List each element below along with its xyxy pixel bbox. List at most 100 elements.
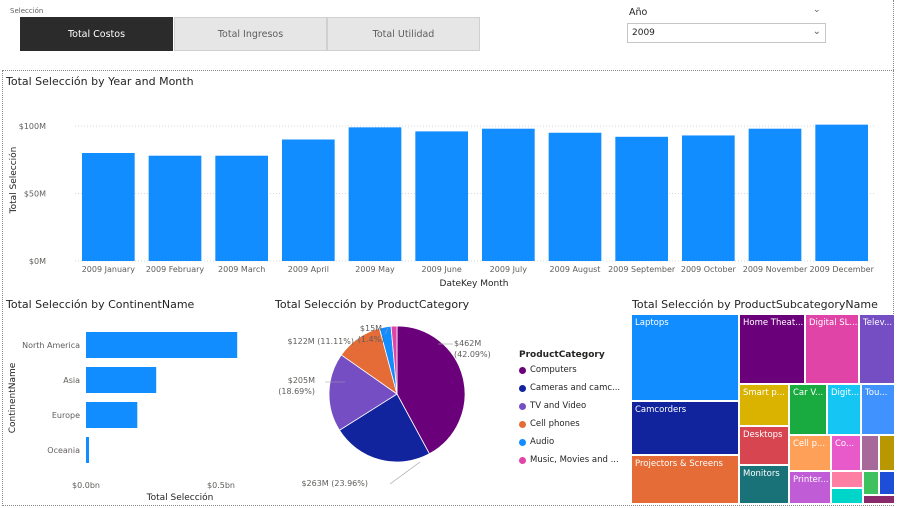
treemap-cell-label: Telev...	[863, 318, 893, 328]
treemap-cell-label: Cell p...	[793, 439, 826, 449]
monthly-bar[interactable]	[282, 139, 335, 262]
monthly-bar[interactable]	[348, 127, 402, 261]
monthly-y-tick: $0M	[29, 257, 46, 266]
monthly-x-tick: 2009 June	[422, 265, 462, 274]
legend-dot-icon	[519, 456, 526, 464]
treemap-cell[interactable]: Cell p...	[789, 435, 831, 471]
legend-item[interactable]: TV and Video	[519, 401, 586, 411]
monthly-x-tick: 2009 May	[355, 265, 395, 274]
pie-label-value: $15M	[360, 324, 382, 333]
pie-leader-line	[389, 461, 421, 485]
pie-slice[interactable]	[338, 393, 430, 463]
monthly-x-tick: 2009 February	[146, 265, 205, 274]
slicer-button-total-ingresos[interactable]: Total Ingresos	[174, 17, 327, 51]
slicer-button-total-costos[interactable]: Total Costos	[20, 17, 173, 51]
treemap-cell[interactable]	[831, 471, 863, 488]
legend-item[interactable]: Audio	[519, 437, 554, 447]
pie-label-value: $122M (11.11%)	[287, 337, 354, 346]
treemap-cell[interactable]: Printer...	[789, 471, 831, 504]
continent-bar[interactable]	[86, 367, 157, 393]
pie-slice[interactable]	[390, 325, 398, 395]
monthly-bar[interactable]	[82, 153, 135, 261]
treemap-cell[interactable]: Digit...	[827, 384, 861, 435]
treemap-cell[interactable]	[879, 435, 895, 471]
continent-bar[interactable]	[86, 437, 89, 463]
continent-y-axis-title: ContinentName	[8, 362, 18, 433]
continent-y-tick: North America	[22, 341, 80, 350]
frame-border-bottom	[2, 505, 894, 506]
treemap-cell-label: Co...	[835, 439, 855, 449]
pie-slice[interactable]	[396, 325, 466, 455]
continent-bar-chart: North America Asia Europe Oceania $0.0bn $0.5…	[8, 332, 238, 503]
continent-bar[interactable]	[86, 402, 138, 428]
treemap-cell-label: Projectors & Screens	[635, 459, 723, 469]
treemap-cell[interactable]: Monitors	[739, 465, 789, 504]
treemap-cell[interactable]	[879, 471, 895, 495]
treemap-cell[interactable]: Home Theat...	[739, 314, 805, 384]
treemap-cell-label: Laptops	[635, 318, 669, 328]
legend-dot-icon	[519, 402, 526, 410]
monthly-bar[interactable]	[415, 131, 468, 261]
treemap-cell[interactable]: Laptops	[631, 314, 739, 401]
continent-chart-title: Total Selección by ContinentName	[6, 298, 195, 311]
legend-dot-icon	[519, 384, 526, 392]
subcategory-treemap: Laptops Camcorders Projectors & Screens Hom…	[631, 314, 895, 504]
subcategory-chart-title: Total Selección by ProductSubcategoryNam…	[632, 298, 878, 311]
treemap-cell[interactable]: Desktops	[739, 426, 789, 465]
monthly-x-tick: 2009 December	[809, 265, 874, 274]
treemap-cell-label: Monitors	[743, 469, 780, 479]
legend-item[interactable]: Music, Movies and ...	[519, 455, 619, 465]
treemap-cell-label: Car V...	[793, 388, 824, 398]
monthly-x-tick: 2009 July	[490, 265, 528, 274]
continent-x-tick: $0.0bn	[72, 481, 100, 490]
legend-label: Cameras and camc...	[530, 383, 621, 393]
treemap-cell-label: Camcorders	[635, 405, 687, 415]
pie-label-percent: (1.4%)	[358, 335, 385, 344]
pie-leader-line	[354, 337, 361, 342]
treemap-cell[interactable]: Telev...	[859, 314, 895, 384]
treemap-cell[interactable]	[863, 495, 895, 504]
monthly-x-tick: 2009 April	[288, 265, 329, 274]
legend-item[interactable]: Computers	[519, 365, 577, 375]
year-filter-collapse-icon[interactable]: ⌄	[813, 5, 821, 15]
year-dropdown[interactable]: 2009 ⌄	[627, 23, 826, 43]
monthly-x-tick: 2009 January	[82, 265, 135, 274]
legend-item[interactable]: Cameras and camc...	[519, 383, 620, 393]
continent-y-tick: Asia	[63, 376, 80, 385]
legend-dot-icon	[519, 420, 526, 428]
monthly-y-tick: $100M	[19, 122, 46, 131]
treemap-cell[interactable]	[863, 471, 879, 495]
monthly-bar[interactable]	[148, 155, 202, 261]
monthly-bar[interactable]	[682, 135, 735, 261]
monthly-x-axis-title: DateKey Month	[440, 279, 509, 289]
legend-dot-icon	[519, 438, 526, 446]
category-legend: ProductCategory Computers Cameras and cam…	[519, 350, 624, 480]
legend-item[interactable]: Cell phones	[519, 419, 580, 429]
treemap-cell[interactable]: Digital SL...	[805, 314, 859, 384]
treemap-cell[interactable]	[831, 488, 863, 504]
treemap-cell[interactable]	[861, 435, 879, 471]
treemap-cell[interactable]: Camcorders	[631, 401, 739, 455]
treemap-cell-label: Desktops	[743, 430, 783, 440]
continent-y-tick: Europe	[52, 411, 80, 420]
monthly-bar[interactable]	[215, 155, 268, 261]
monthly-bar[interactable]	[482, 128, 535, 261]
treemap-cell[interactable]: Car V...	[789, 384, 827, 435]
monthly-bar[interactable]	[548, 132, 602, 261]
monthly-x-tick: 2009 October	[681, 265, 737, 274]
monthly-bar[interactable]	[748, 128, 802, 261]
monthly-bar[interactable]	[815, 124, 868, 262]
treemap-cell[interactable]: Co...	[831, 435, 861, 471]
frame-border-top	[2, 70, 894, 71]
treemap-cell[interactable]: Tou...	[861, 384, 895, 435]
monthly-bar[interactable]	[615, 136, 668, 261]
pie-label-percent: (18.69%)	[278, 387, 315, 396]
monthly-x-tick: 2009 March	[218, 265, 265, 274]
monthly-y-axis-title: Total Selección	[8, 147, 19, 215]
continent-bar[interactable]	[86, 332, 238, 358]
pie-slice[interactable]	[328, 354, 398, 431]
treemap-cell[interactable]: Projectors & Screens	[631, 455, 739, 504]
monthly-x-tick: 2009 August	[550, 265, 601, 274]
treemap-cell[interactable]: Smart p...	[739, 384, 789, 426]
slicer-button-total-utilidad[interactable]: Total Utilidad	[327, 17, 480, 51]
